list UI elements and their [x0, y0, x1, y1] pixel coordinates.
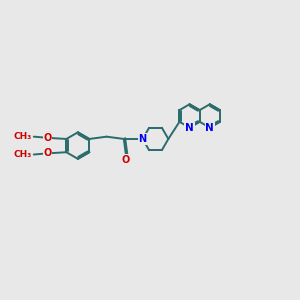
Text: O: O — [122, 155, 130, 165]
Text: CH₃: CH₃ — [13, 150, 32, 159]
Text: N: N — [139, 134, 147, 144]
Text: N: N — [185, 123, 194, 133]
Text: N: N — [206, 123, 214, 133]
Text: O: O — [44, 148, 52, 158]
Text: O: O — [44, 133, 52, 143]
Text: CH₃: CH₃ — [13, 132, 32, 141]
